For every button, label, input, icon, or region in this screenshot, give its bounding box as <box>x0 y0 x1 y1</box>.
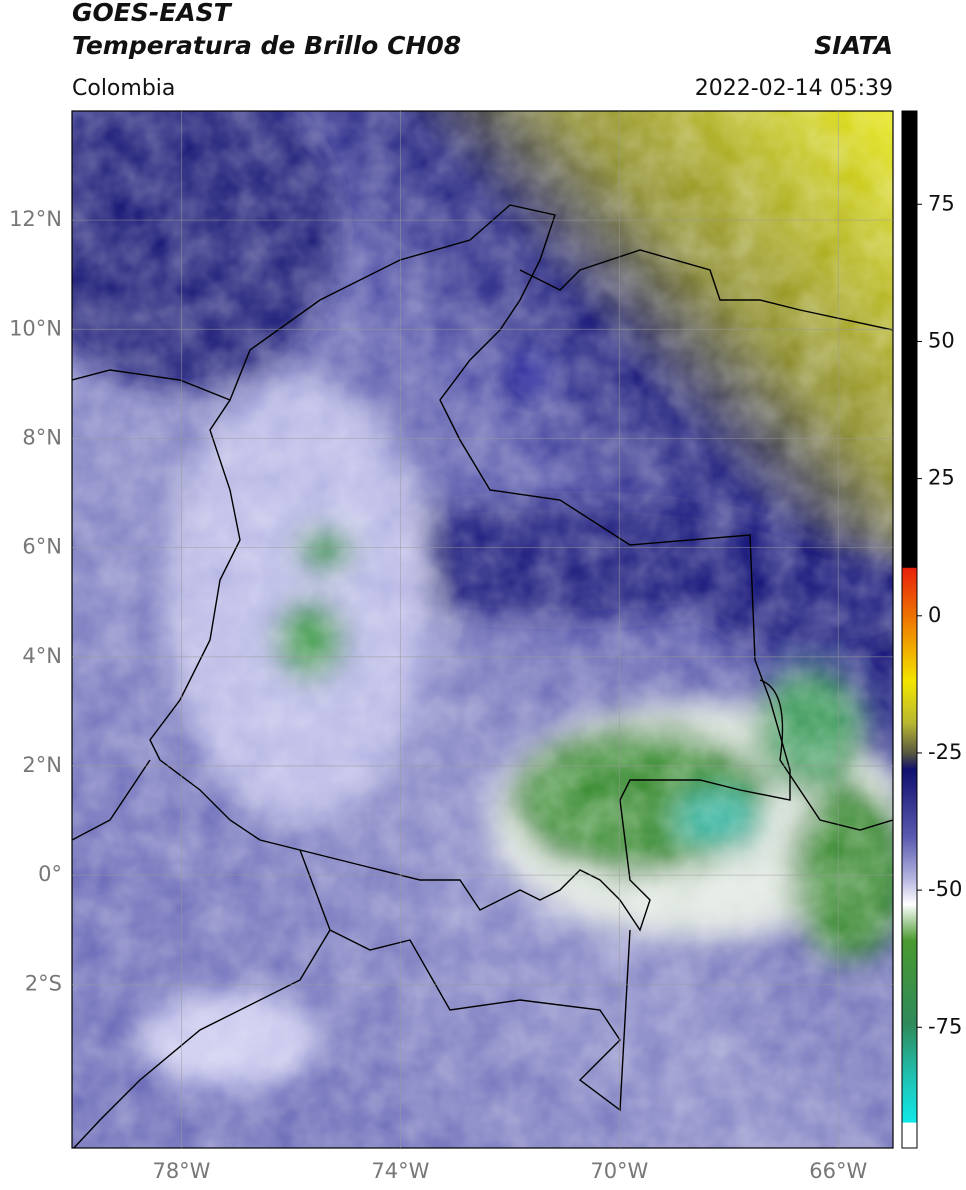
colorbar-tick-label: 75 <box>928 191 955 215</box>
colorbar-tick-label: -50 <box>928 877 962 901</box>
map-frame <box>71 110 894 1149</box>
x-tick-label: 70°W <box>590 1159 648 1183</box>
x-tick-label: 78°W <box>152 1159 210 1183</box>
title: GOES-EAST <box>72 0 233 27</box>
y-tick-label: 12°N <box>9 207 62 231</box>
colorbar-tick-label: -25 <box>928 740 962 764</box>
colorbar-tick-label: 50 <box>928 328 955 352</box>
y-tick-label: 10°N <box>9 316 62 340</box>
colorbar-tick-label: 0 <box>928 603 941 627</box>
colorbar-tick-label: 25 <box>928 466 955 490</box>
x-tick-label: 66°W <box>809 1159 867 1183</box>
y-tick-label: 2°S <box>25 971 62 995</box>
y-tick-label: 6°N <box>22 535 62 559</box>
colorbar <box>901 110 918 1149</box>
y-tick-label: 4°N <box>22 644 62 668</box>
source: SIATA <box>814 31 893 60</box>
subtitle: Temperatura de Brillo CH08 <box>72 31 461 60</box>
y-tick-label: 0° <box>38 862 62 886</box>
colorbar-tick-label: -75 <box>928 1014 962 1038</box>
region: Colombia <box>72 76 175 101</box>
y-tick-label: 8°N <box>22 425 62 449</box>
x-tick-label: 74°W <box>371 1159 429 1183</box>
datetime: 2022-02-14 05:39 <box>695 76 893 101</box>
y-tick-label: 2°N <box>22 753 62 777</box>
satellite-image <box>72 111 893 1148</box>
